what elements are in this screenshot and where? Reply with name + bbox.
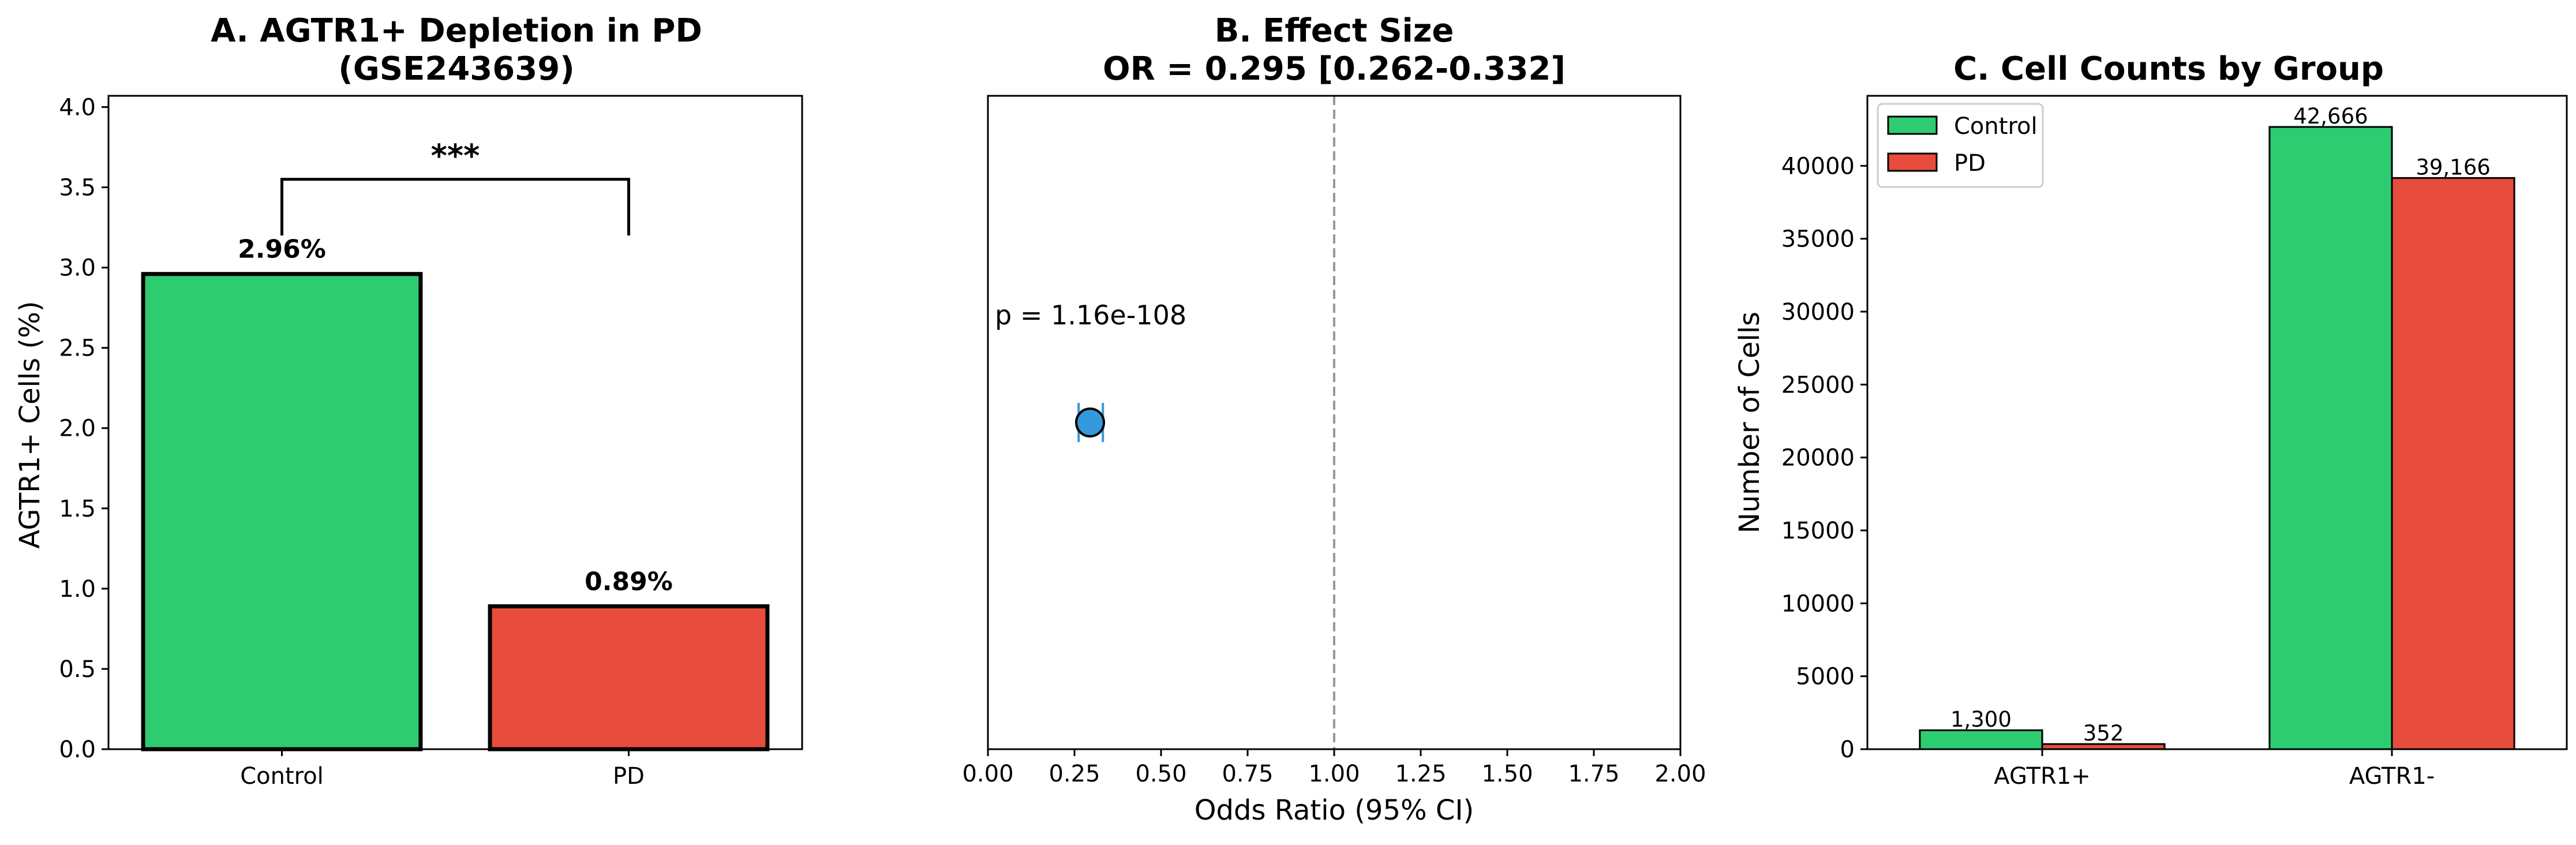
- y-tick-label: 2.5: [59, 335, 96, 362]
- y-tick-label: 3.5: [59, 175, 96, 201]
- legend: Control PD: [1877, 103, 2044, 188]
- panel-c: C. Cell Counts by Group Number of Cells …: [1733, 50, 2568, 790]
- panel-a-bars: [141, 272, 770, 751]
- panel-b: B. Effect Size OR = 0.295 [0.262-0.332] …: [962, 12, 1706, 827]
- bar-pd: [488, 604, 770, 751]
- panel-c-bar-labels: 1,300 352 42,666 39,166: [1950, 104, 2491, 746]
- bar-count-label: 352: [2083, 721, 2124, 746]
- x-tick-label: 1.00: [1308, 761, 1360, 787]
- bar-value-label: 2.96%: [238, 235, 326, 264]
- x-tick-label: Control: [240, 763, 324, 790]
- y-tick-label: 30000: [1781, 299, 1855, 326]
- x-tick-label: PD: [613, 763, 645, 790]
- y-tick-label: 5000: [1796, 664, 1855, 690]
- panel-b-x-axis-label: Odds Ratio (95% CI): [1195, 794, 1474, 827]
- panel-a-y-ticks: 0.0 0.5 1.0 1.5 2.0 2.5 3.0 3.5 4.0: [59, 94, 108, 763]
- panel-a-bar-labels: 2.96% 0.89%: [238, 235, 673, 597]
- y-tick-label: 25000: [1781, 372, 1855, 398]
- significance-bracket: [280, 178, 630, 235]
- y-tick-label: 40000: [1781, 153, 1855, 180]
- panel-c-frame: [1866, 95, 2568, 750]
- x-tick-label: 0.00: [962, 761, 1013, 787]
- legend-label-control: Control: [1954, 113, 2038, 140]
- y-tick-label: 0.0: [59, 736, 96, 763]
- y-tick-label: 0: [1840, 736, 1855, 763]
- panel-c-y-ticks: 0 5000 10000 15000 20000 25000 30000 35000 40000: [1781, 153, 1867, 763]
- odds-ratio-point: [1075, 407, 1105, 438]
- panel-c-bars: [1919, 126, 2515, 750]
- x-tick-label: 0.50: [1135, 761, 1186, 787]
- panel-a-x-ticks: Control PD: [240, 749, 645, 790]
- legend-label-pd: PD: [1954, 150, 1986, 177]
- legend-swatch-control: [1887, 115, 1938, 135]
- y-tick-label: 35000: [1781, 226, 1855, 253]
- legend-swatch-pd: [1887, 152, 1938, 172]
- panel-b-frame: [987, 95, 1682, 750]
- x-tick-label: AGTR1+: [1994, 763, 2090, 790]
- panel-a-title-line2: (GSE243639): [338, 50, 575, 88]
- y-tick-label: 3.0: [59, 255, 96, 282]
- y-tick-label: 10000: [1781, 590, 1855, 617]
- significance-label: ***: [431, 138, 480, 174]
- panel-b-title-line2: OR = 0.295 [0.262-0.332]: [1103, 50, 1566, 88]
- x-tick-label: 2.00: [1654, 761, 1706, 787]
- bar-control: [141, 272, 423, 751]
- x-tick-label: 0.25: [1049, 761, 1100, 787]
- y-tick-label: 15000: [1781, 518, 1855, 544]
- panel-c-y-axis-label: Number of Cells: [1733, 312, 1766, 533]
- bar-pd-1: [2391, 177, 2515, 750]
- x-tick-label: 0.75: [1222, 761, 1273, 787]
- panel-c-x-ticks: AGTR1+ AGTR1-: [1994, 749, 2435, 790]
- panel-a-y-axis-label: AGTR1+ Cells (%): [14, 301, 46, 548]
- panel-a-frame: [107, 95, 803, 750]
- y-tick-label: 2.0: [59, 416, 96, 442]
- bar-count-label: 42,666: [2293, 104, 2368, 129]
- y-tick-label: 0.5: [59, 656, 96, 683]
- x-tick-label: 1.50: [1481, 761, 1533, 787]
- x-tick-label: 1.25: [1395, 761, 1446, 787]
- bar-control-0: [1919, 729, 2043, 750]
- bar-control-1: [2268, 126, 2393, 750]
- y-tick-label: 1.0: [59, 576, 96, 603]
- panel-a: A. AGTR1+ Depletion in PD (GSE243639) AG…: [14, 12, 803, 790]
- p-value-annotation: p = 1.16e-108: [995, 300, 1186, 331]
- x-tick-label: 1.75: [1568, 761, 1619, 787]
- panel-a-title-line1: A. AGTR1+ Depletion in PD: [211, 12, 702, 50]
- bar-count-label: 39,166: [2416, 155, 2490, 180]
- x-tick-label: AGTR1-: [2349, 763, 2435, 790]
- panel-c-title: C. Cell Counts by Group: [1953, 50, 2384, 88]
- panel-b-title-line1: B. Effect Size: [1215, 12, 1454, 50]
- panel-b-x-ticks: 0.00 0.25 0.50 0.75 1.00 1.25 1.50 1.75 2.00: [962, 749, 1706, 787]
- y-tick-label: 1.5: [59, 496, 96, 522]
- bar-count-label: 1,300: [1950, 707, 2012, 732]
- y-tick-label: 20000: [1781, 445, 1855, 472]
- y-tick-label: 4.0: [59, 94, 96, 121]
- bar-value-label: 0.89%: [585, 567, 673, 596]
